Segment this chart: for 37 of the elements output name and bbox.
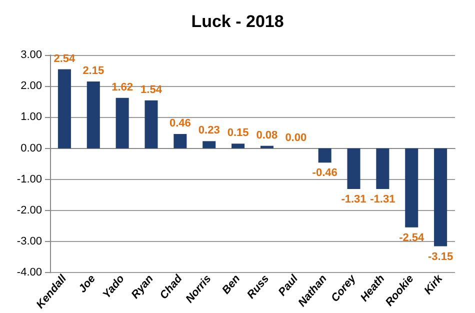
data-label: -3.15 xyxy=(428,250,454,263)
y-tick-label: -3.00 xyxy=(16,236,42,248)
bar xyxy=(58,69,71,148)
bar xyxy=(144,100,158,148)
bar xyxy=(260,146,274,148)
bar xyxy=(376,148,390,190)
data-label: 0.23 xyxy=(198,124,220,137)
bar xyxy=(347,148,360,190)
data-label: 0.08 xyxy=(256,129,278,142)
data-label: -1.31 xyxy=(341,194,366,206)
bar xyxy=(232,144,245,148)
bar xyxy=(405,148,418,228)
data-label: 1.62 xyxy=(112,81,134,94)
y-tick-label: 2.00 xyxy=(20,80,42,92)
bar xyxy=(174,134,187,148)
y-tick-label: -1.00 xyxy=(16,173,42,186)
data-label: -2.54 xyxy=(399,232,426,244)
data-label: 2.54 xyxy=(54,52,76,65)
bar xyxy=(202,141,216,148)
y-tick-label: -2.00 xyxy=(16,204,42,217)
data-label: 1.54 xyxy=(140,84,163,96)
data-label: 0.15 xyxy=(227,127,249,140)
bar xyxy=(116,98,129,148)
y-tick-label: 1.00 xyxy=(20,111,42,124)
x-tick-label: Joe xyxy=(76,272,98,296)
y-tick-label: 3.00 xyxy=(20,49,42,61)
chart-title: Luck - 2018 xyxy=(191,12,284,31)
data-label: 0.46 xyxy=(169,118,191,130)
data-label: 2.15 xyxy=(82,64,104,77)
y-tick-label: -4.00 xyxy=(16,266,42,279)
bar xyxy=(434,148,448,246)
bar xyxy=(318,148,332,163)
bar xyxy=(86,81,100,148)
data-label: 0.00 xyxy=(285,132,307,144)
y-tick-label: 0.00 xyxy=(20,142,42,154)
data-label: -0.46 xyxy=(312,167,338,180)
data-label: -1.31 xyxy=(370,194,396,206)
